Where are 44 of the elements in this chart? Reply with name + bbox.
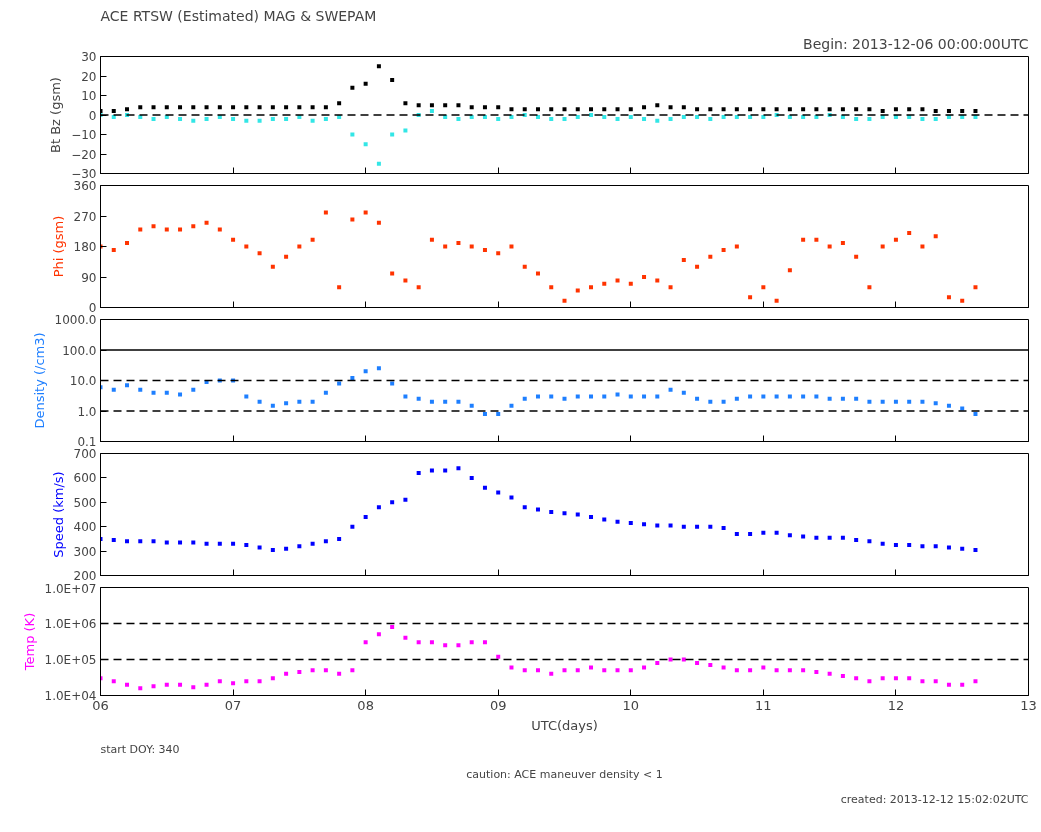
y-tick-label: 200 [73,569,97,583]
y-tick-label: 1.0E+07 [44,581,97,596]
y-tick-label: 1.0E+06 [44,616,97,631]
chart-subtitle: Begin: 2013-12-06 00:00:00UTC [803,35,1029,52]
y-tick-label: 1.0E+05 [44,652,97,667]
x-tick-label: 11 [755,697,772,713]
x-tick-label: 08 [357,697,374,713]
x-tick-label: 12 [887,697,905,713]
x-tick-label: 13 [1020,697,1037,713]
y-tick-label: −10 [71,128,97,142]
y-tick-label: 10.0 [69,374,97,388]
x-axis-title: UTC(days) [531,717,598,733]
y-tick-label: 270 [73,209,97,224]
y-tick-label: 20 [81,69,97,84]
y-tick-label: 0 [88,301,97,315]
x-tick-label: 09 [489,697,507,713]
x-tick-label: 10 [622,697,640,713]
chart-title: ACE RTSW (Estimated) MAG & SWEPAM [100,7,377,24]
y-tick-label: 1000.0 [54,313,97,327]
text: caution: ACE maneuver density < 1 [466,767,663,781]
y-axis-title: Speed (km/s) [50,471,66,558]
y-tick-label: 0.1 [77,435,97,449]
y-tick-label: 500 [73,495,97,510]
y-tick-label: 0 [88,108,97,123]
y-tick-label: −30 [71,167,97,181]
y-tick-label: 30 [81,50,97,64]
y-tick-label: 700 [73,447,97,461]
y-tick-label: 1.0 [77,404,97,419]
y-axis-title: Bt Bz (gsm) [48,77,64,153]
y-tick-label: 400 [73,520,97,535]
y-tick-label: 300 [73,544,97,559]
y-axis-title: Phi (gsm) [50,215,66,278]
y-tick-label: 180 [73,240,97,254]
y-tick-label: 10 [81,89,97,103]
y-tick-label: 360 [73,179,97,193]
text: created: 2013-12-12 15:02:02UTC [840,792,1029,806]
text: start DOY: 340 [100,742,180,756]
x-tick-label: 07 [224,697,242,713]
y-tick-label: 100.0 [62,343,97,358]
y-tick-label: 90 [81,270,97,285]
y-tick-label: −20 [71,147,97,162]
y-tick-label: 600 [73,471,97,486]
y-axis-title: Density (/cm3) [31,332,47,429]
y-axis-title: Temp (K) [21,612,37,672]
